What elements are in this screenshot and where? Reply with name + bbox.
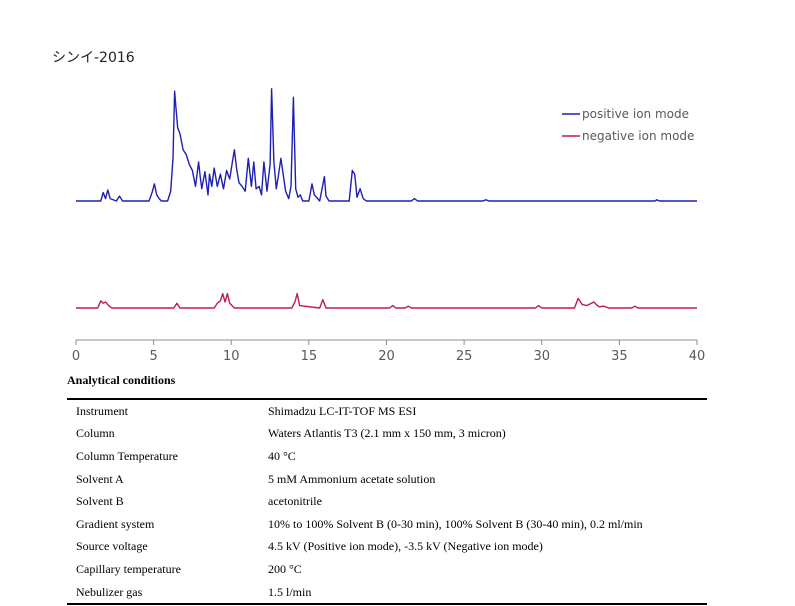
condition-row: Source voltage 4.5 kV (Positive ion mode)… [67, 536, 707, 559]
condition-value: 4.5 kV (Positive ion mode), -3.5 kV (Neg… [268, 539, 543, 554]
legend-label: negative ion mode [582, 129, 694, 143]
condition-row: Column Waters Atlantis T3 (2.1 mm x 150 m… [67, 423, 707, 446]
x-tick-label: 0 [72, 349, 80, 364]
condition-row: Capillary temperature 200 °C [67, 558, 707, 581]
condition-label: Solvent A [76, 471, 124, 486]
condition-label: Nebulizer gas [76, 584, 143, 599]
x-axis: 0 5 10 15 20 25 30 35 40 [72, 339, 706, 364]
condition-row: Instrument Shimadzu LC-IT-TOF MS ESI [67, 399, 707, 423]
condition-row: Solvent A 5 mM Ammonium acetate solution [67, 468, 707, 491]
chromatogram-chart: 0 5 10 15 20 25 30 35 40 positive ion mode negati… [72, 88, 706, 364]
condition-label: Capillary temperature [76, 561, 181, 576]
series-line-negative [76, 292, 697, 309]
x-tick-label: 30 [533, 349, 550, 364]
x-tick-label: 20 [378, 349, 395, 364]
condition-row: Column Temperature 40 °C [67, 445, 707, 468]
analytical-conditions-title: Analytical conditions [67, 373, 176, 387]
x-tick-label: 40 [689, 349, 706, 364]
condition-value: acetonitrile [268, 494, 322, 509]
condition-value: 5 mM Ammonium acetate solution [268, 471, 436, 486]
condition-label: Column [76, 426, 115, 441]
condition-row: Gradient system 10% to 100% Solvent B (0-… [67, 513, 707, 536]
x-tick-label: 35 [611, 349, 628, 364]
chart-title: シンイ-2016 [52, 50, 135, 66]
condition-label: Source voltage [76, 539, 148, 554]
condition-label: Solvent B [76, 494, 124, 509]
condition-row: Solvent B acetonitrile [67, 490, 707, 513]
condition-row: Nebulizer gas 1.5 l/min [67, 581, 707, 605]
x-tick-label: 5 [149, 349, 157, 364]
legend-label: positive ion mode [582, 107, 689, 121]
series-layer [76, 88, 697, 309]
series-line-positive [76, 88, 697, 202]
condition-value: 200 °C [268, 561, 302, 576]
condition-label: Column Temperature [76, 448, 178, 463]
x-tick-label: 25 [456, 349, 473, 364]
condition-value: 40 °C [268, 448, 296, 463]
x-tick-label: 15 [301, 349, 318, 364]
legend: positive ion mode negative ion mode [562, 107, 694, 143]
condition-value: 1.5 l/min [268, 584, 312, 599]
condition-value: Shimadzu LC-IT-TOF MS ESI [268, 403, 417, 418]
analytical-conditions-table: Instrument Shimadzu LC-IT-TOF MS ESI Colum… [67, 398, 707, 606]
condition-value: 10% to 100% Solvent B (0-30 min), 100% S… [268, 516, 643, 531]
condition-label: Instrument [76, 403, 128, 418]
condition-value: Waters Atlantis T3 (2.1 mm x 150 mm, 3 m… [268, 426, 506, 441]
x-tick-label: 10 [223, 349, 240, 364]
condition-label: Gradient system [76, 516, 155, 531]
